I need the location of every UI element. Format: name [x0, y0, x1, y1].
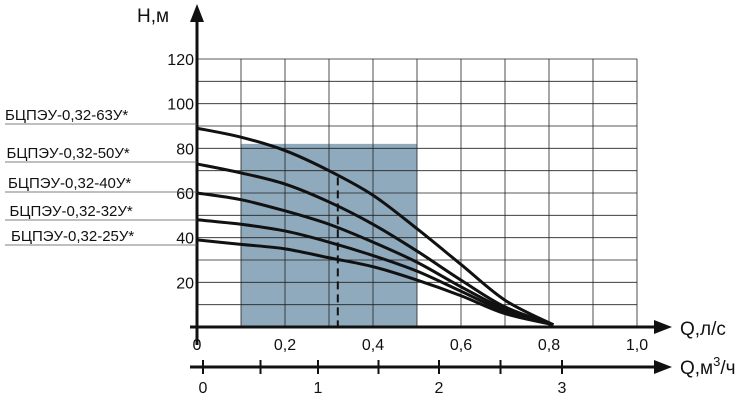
series-curve-3 — [196, 191, 554, 327]
y-axis-arrowhead — [190, 4, 204, 22]
x-axis-arrowhead — [654, 320, 672, 334]
y-tick-label: 40 — [176, 231, 194, 248]
tick-labels: 20 40 60 80 100 120 0 0,2 0,4 0,6 0,8 1,0 0 1 2 3 — [167, 52, 648, 397]
x2-axis-arrowhead — [654, 360, 672, 374]
x-tick-label: 1,0 — [626, 337, 648, 354]
y-tick-label: 80 — [176, 141, 194, 158]
x-tick-label: 0 — [193, 337, 202, 354]
series-label-5: БЦПЭУ-0,32-25У* — [11, 228, 134, 245]
y-tick-label: 20 — [176, 275, 194, 292]
axes — [190, 4, 672, 374]
x2-tick-label: 0 — [199, 380, 208, 397]
x2-axis-title: Q,м3/ч — [680, 354, 736, 379]
series-label-3: БЦПЭУ-0,32-40У* — [8, 175, 131, 192]
series-label-4: БЦПЭУ-0,32-32У* — [10, 203, 133, 220]
x-tick-label: 0,4 — [362, 337, 384, 354]
x-tick-label: 0,2 — [274, 337, 296, 354]
y-tick-label: 100 — [167, 97, 194, 114]
x2-tick-label: 2 — [435, 380, 444, 397]
x-tick-label: 0,8 — [538, 337, 560, 354]
series-curve-4 — [196, 218, 554, 327]
series-curve-1 — [196, 126, 555, 327]
y-tick-label: 120 — [167, 52, 194, 69]
x-axis-title: Q,л/с — [680, 319, 726, 340]
y-tick-label: 60 — [176, 186, 194, 203]
x2-tick-label: 1 — [314, 380, 323, 397]
series-label-1: БЦПЭУ-0,32-63У* — [5, 107, 128, 124]
series-labels: БЦПЭУ-0,32-63У* БЦПЭУ-0,32-50У* БЦПЭУ-0,32… — [5, 107, 197, 246]
curves — [196, 126, 555, 327]
y-axis-title: H,м — [137, 6, 169, 27]
series-curve-2 — [196, 162, 554, 327]
series-curve-5 — [196, 238, 554, 327]
x-tick-label: 0,6 — [450, 337, 472, 354]
x2-tick-label: 3 — [558, 380, 567, 397]
series-label-2: БЦПЭУ-0,32-50У* — [7, 145, 130, 162]
